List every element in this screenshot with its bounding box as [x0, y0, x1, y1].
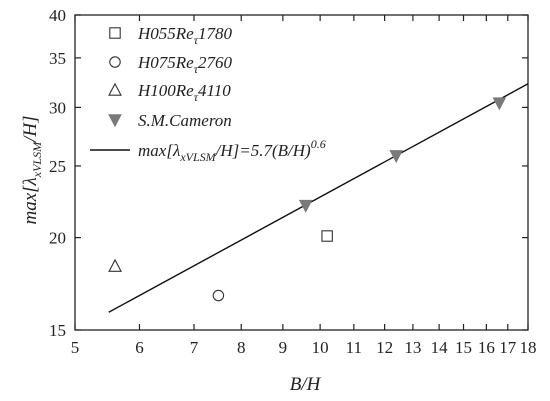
y-axis-title-suffix: /H] [20, 115, 41, 142]
y-tick-label: 15 [49, 321, 66, 340]
x-tick-label: 16 [478, 338, 495, 357]
x-tick-label: 5 [71, 338, 80, 357]
data-point-h075 [212, 289, 225, 302]
data-point-h055 [321, 230, 333, 242]
legend-label-h075: H075Reτ2760 [137, 53, 233, 76]
x-tick-label: 7 [190, 338, 199, 357]
y-tick-label: 25 [49, 157, 66, 176]
x-tick-label: 9 [279, 338, 288, 357]
plot-border [74, 14, 529, 331]
data-point-cameron [389, 150, 404, 164]
y-axis-title: max[λxVLSM/H] [20, 115, 44, 224]
y-axis-title-prefix: max[ [20, 184, 41, 225]
plot-frame [74, 14, 529, 331]
x-tick-label: 13 [404, 338, 421, 357]
legend-marker-h075 [109, 56, 121, 68]
data-point-cameron [298, 199, 313, 213]
legend-marker-cameron [108, 114, 122, 128]
y-tick-label: 35 [49, 49, 66, 68]
x-axis-title: B/H [290, 374, 322, 395]
y-tick-label: 20 [49, 229, 66, 248]
y-axis-ticks: 15 20 25 30 35 40 [49, 6, 528, 340]
data-point-h100 [108, 258, 122, 272]
legend-marker-h100 [108, 82, 122, 96]
y-axis-title-lambda: λ [20, 177, 41, 186]
x-tick-label: 12 [376, 338, 393, 357]
x-tick-label: 18 [520, 338, 537, 357]
legend: H055Reτ1780 H075Reτ2760 H100Reτ4110 S.M.Cam… [90, 24, 326, 164]
x-tick-label: 17 [499, 338, 517, 357]
x-axis-ticks: 5 6 7 8 9 10 11 12 13 14 15 16 17 18 [71, 15, 537, 357]
fit-line [108, 83, 529, 313]
data-points-layer [108, 97, 507, 302]
legend-label-fit-line: max[λxVLSM/H]=5.7(B/H)0.6 [138, 137, 326, 164]
x-tick-label: 8 [237, 338, 246, 357]
legend-label-h055: H055Reτ1780 [137, 24, 233, 47]
legend-label-cameron: S.M.Cameron [138, 111, 232, 130]
x-tick-label: 11 [346, 338, 362, 357]
x-tick-label: 6 [135, 338, 144, 357]
x-tick-label: 15 [455, 338, 472, 357]
fit-line-layer [108, 83, 529, 313]
y-tick-label: 30 [49, 98, 66, 117]
legend-marker-h055 [109, 27, 121, 39]
y-tick-label: 40 [49, 6, 66, 25]
x-tick-label: 14 [431, 338, 449, 357]
y-axis-title-subscript: xVLSM [30, 141, 44, 178]
data-point-cameron [492, 97, 507, 111]
x-tick-label: 10 [312, 338, 329, 357]
legend-label-h100: H100Reτ4110 [137, 81, 231, 104]
